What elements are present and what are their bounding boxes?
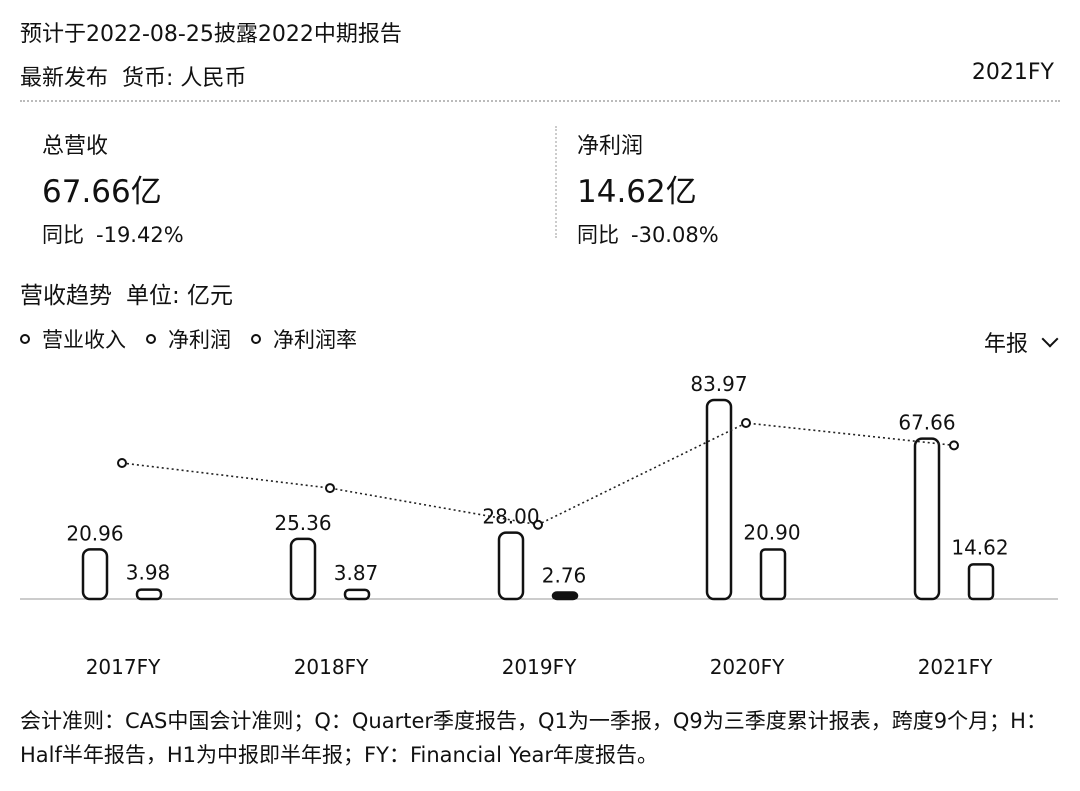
latest-label: 最新发布 [20, 66, 109, 91]
net-profit-yoy: 同比 -30.08% [577, 219, 897, 249]
legend-item-net-margin[interactable]: 净利润率 [251, 324, 357, 354]
net-profit-label: 净利润 [577, 134, 644, 159]
net-profit-value: 14.62亿 [577, 174, 697, 210]
legend-label: 净利润 [168, 328, 231, 352]
x-tick-label: 2018FY [294, 655, 369, 679]
revenue-trend-chart: 20.963.98 2017FY 25.36 3.87 2018FY 28.00 2.76 2… [20, 372, 1058, 679]
legend-label: 净利润率 [273, 328, 357, 352]
net-profit-yoy-label: 同比 [577, 223, 619, 247]
net-profit-bar [759, 548, 787, 601]
report-period: 2021FY [971, 60, 1054, 85]
net-profit-data-label: 3.98 [126, 561, 171, 585]
footnote: 会计准则：CAS中国会计准则；Q：Quarter季度报告，Q1为一季报，Q9为三… [20, 709, 1047, 767]
revenue-yoy-label: 同比 [42, 223, 84, 247]
latest-release-line: 最新发布 货币: 人民币 [20, 60, 246, 92]
period-dropdown-value: 年报 [983, 332, 1028, 357]
x-tick-label: 2021FY [918, 655, 993, 679]
net-margin-point [117, 458, 127, 468]
net-margin-point [533, 519, 543, 530]
legend-dot-icon [251, 334, 261, 344]
trend-unit: 单位: 亿元 [126, 283, 234, 309]
trend-title: 营收趋势 [20, 283, 112, 309]
net-profit-data-label: 2.76 [542, 563, 587, 587]
revenue-value: 67.66亿 [42, 174, 162, 210]
revenue-yoy-value: -19.42% [96, 223, 184, 247]
revenue-data-label: 83.97 [690, 372, 747, 396]
card-divider [555, 126, 557, 238]
revenue-label: 总营收 [42, 134, 109, 159]
revenue-bar [913, 437, 941, 601]
net-margin-point [949, 440, 959, 451]
net-profit-data-label: 3.87 [334, 561, 379, 585]
legend-dot-icon [146, 334, 156, 344]
x-tick-label: 2020FY [710, 655, 785, 679]
x-tick-label: 2017FY [86, 655, 161, 679]
net-profit-yoy-value: -30.08% [631, 223, 719, 247]
net-profit-bar [343, 588, 371, 601]
legend-item-revenue[interactable]: 营业收入 [20, 324, 126, 354]
chevron-down-icon [1041, 330, 1059, 348]
period-dropdown[interactable]: 年报 [983, 326, 1059, 358]
net-profit-data-label: 20.90 [743, 520, 800, 544]
revenue-bar [289, 537, 317, 601]
net-profit-data-label: 14.62 [951, 535, 1008, 559]
legend-item-net-profit[interactable]: 净利润 [146, 324, 231, 354]
revenue-bar [497, 531, 525, 601]
net-margin-point [741, 417, 751, 428]
x-tick-label: 2019FY [502, 655, 577, 679]
net-margin-point [325, 483, 335, 494]
revenue-bar [81, 548, 109, 601]
net-profit-bar [967, 563, 995, 601]
revenue-data-label: 25.36 [274, 511, 331, 535]
legend-dot-icon [20, 334, 30, 344]
revenue-data-label: 67.66 [898, 411, 955, 435]
trend-heading: 营收趋势 单位: 亿元 [20, 276, 233, 310]
net-profit-card: 净利润 14.62亿 同比 -30.08% [577, 128, 897, 249]
disclosure-notice: 预计于2022-08-25披露2022中期报告 [20, 22, 402, 47]
revenue-data-label: 28.00 [482, 505, 539, 529]
revenue-yoy: 同比 -19.42% [42, 219, 362, 249]
divider [20, 100, 1060, 102]
chart-legend: 营业收入 净利润 净利润率 [20, 324, 377, 354]
legend-label: 营业收入 [42, 328, 126, 352]
revenue-card: 总营收 67.66亿 同比 -19.42% [42, 128, 362, 249]
net-profit-bar [135, 588, 163, 601]
revenue-data-label: 20.96 [66, 521, 123, 545]
revenue-bar [705, 398, 733, 601]
net-profit-bar [551, 591, 579, 601]
currency-label: 货币: 人民币 [122, 66, 247, 91]
